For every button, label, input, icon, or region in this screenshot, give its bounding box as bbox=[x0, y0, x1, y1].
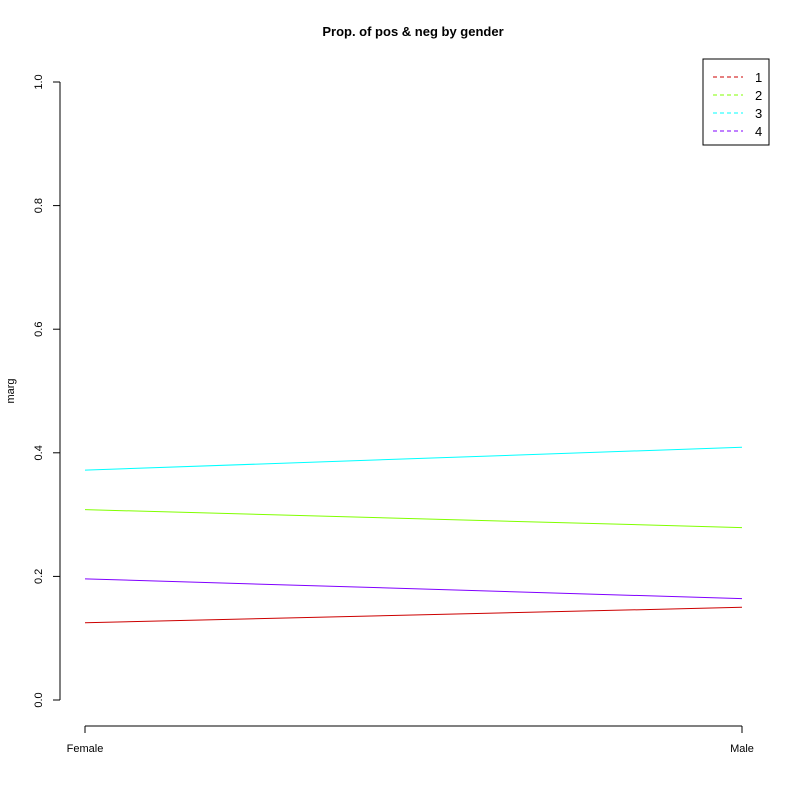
x-tick-label: Male bbox=[730, 743, 754, 755]
x-axis: Female Male bbox=[67, 725, 754, 755]
legend-label-1: 1 bbox=[755, 70, 762, 85]
y-tick-label: 0.0 bbox=[33, 692, 45, 707]
legend-label-4: 4 bbox=[755, 124, 762, 139]
y-tick-label: 1.0 bbox=[33, 74, 45, 89]
y-axis-label: marg bbox=[5, 378, 17, 403]
chart-title: Prop. of pos & neg by gender bbox=[322, 24, 503, 39]
series-line-4 bbox=[84, 578, 743, 600]
y-tick-label: 0.8 bbox=[33, 198, 45, 213]
legend: 1 2 3 4 bbox=[702, 58, 770, 146]
y-axis: 0.0 0.2 0.4 0.6 0.8 1.0 bbox=[33, 74, 61, 708]
y-tick-label: 0.6 bbox=[33, 322, 45, 337]
series-layer bbox=[84, 446, 743, 624]
legend-label-2: 2 bbox=[755, 88, 762, 103]
series-line-1 bbox=[84, 606, 743, 624]
x-tick-label: Female bbox=[67, 743, 104, 755]
y-tick-label: 0.4 bbox=[33, 445, 45, 460]
y-tick-label: 0.2 bbox=[33, 569, 45, 584]
legend-label-3: 3 bbox=[755, 106, 762, 121]
series-line-2 bbox=[84, 509, 743, 529]
series-line-3 bbox=[84, 446, 743, 471]
